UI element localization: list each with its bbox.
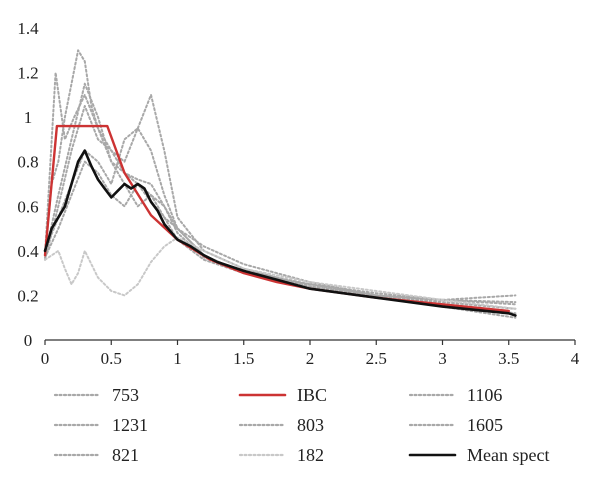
y-ticks: 0 0.2 0.4 0.6 0.8 1 1.2 1.4	[17, 19, 39, 350]
series-line-182	[44, 236, 517, 310]
x-ticks: 0 0.5 1 1.5 2 2.5 3 3.5 4	[41, 340, 580, 368]
legend-label: 753	[112, 385, 139, 405]
x-tick-label: 4	[571, 349, 580, 368]
series-line-1106	[44, 93, 517, 310]
legend-label: 803	[297, 415, 324, 435]
x-tick-label: 1	[173, 349, 182, 368]
y-tick-label: 0.4	[17, 242, 39, 261]
x-tick-label: 3	[438, 349, 447, 368]
legend-label: 1106	[467, 385, 502, 405]
y-tick-label: 1	[24, 108, 33, 127]
legend-label: 821	[112, 445, 139, 465]
y-tick-label: 0	[24, 331, 33, 350]
series-line-mean-spect	[43, 149, 517, 317]
legend-label: 182	[297, 445, 324, 465]
series-line-753	[44, 49, 517, 315]
x-tick-label: 3.5	[498, 349, 519, 368]
legend-label: 1605	[467, 415, 503, 435]
y-tick-label: 0.8	[17, 153, 38, 172]
x-tick-label: 0	[41, 349, 50, 368]
y-tick-label: 1.2	[17, 64, 38, 83]
legend-label: 1231	[112, 415, 148, 435]
y-tick-label: 0.2	[17, 286, 38, 305]
series-line-821	[44, 160, 517, 304]
series-line-1231	[44, 71, 517, 301]
x-tick-label: 0.5	[101, 349, 122, 368]
x-tick-label: 2.5	[366, 349, 387, 368]
y-tick-label: 0.6	[17, 197, 38, 216]
legend-label: Mean spect	[467, 445, 549, 465]
x-tick-label: 1.5	[233, 349, 254, 368]
legend: 753 IBC 1106 1231 803 1605 821 182 Mean spect	[53, 385, 549, 465]
x-tick-label: 2	[306, 349, 315, 368]
series-line-803	[44, 127, 517, 319]
legend-label: IBC	[297, 385, 327, 405]
plot-area	[43, 49, 517, 319]
y-tick-label: 1.4	[17, 19, 39, 38]
